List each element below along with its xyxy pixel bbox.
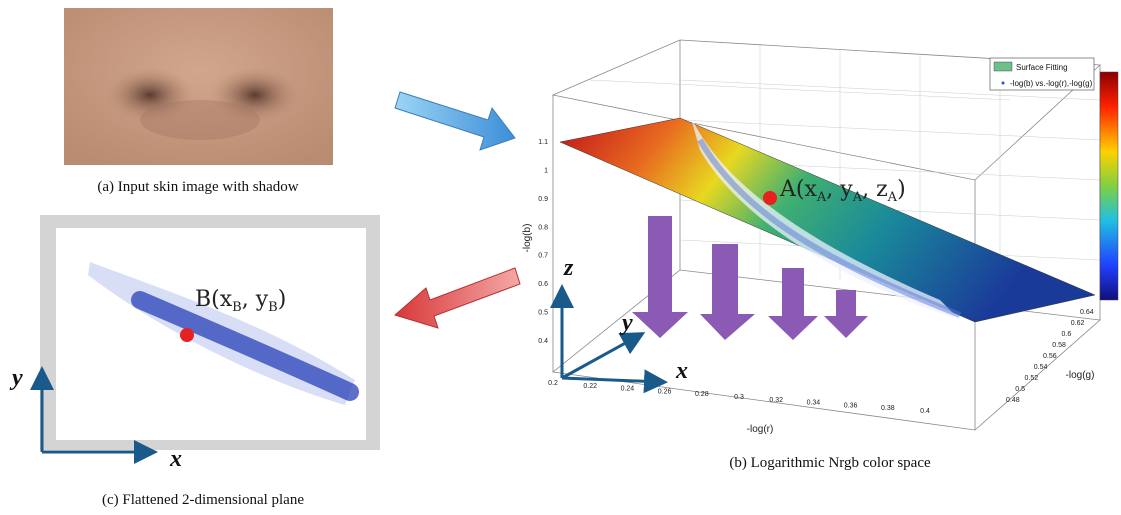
axis-letter: y [9, 365, 23, 391]
y-tick-label: 0.6 [1062, 331, 1072, 338]
axis-letter: y [619, 310, 633, 336]
label-part: B(x [195, 287, 233, 312]
x-tick-label: 0.38 [881, 405, 895, 412]
caption-c: (c) Flattened 2-dimensional plane [102, 492, 304, 508]
label-part: A [852, 190, 863, 205]
label-part: , y [826, 177, 853, 202]
axis-letter: x [675, 358, 688, 384]
scatter-cloud [690, 115, 960, 320]
z-tick-label: 0.9 [538, 196, 548, 203]
x-tick-label: 0.34 [807, 400, 821, 407]
y-tick-label: 0.58 [1052, 342, 1066, 349]
x-tick-label: 0.36 [844, 402, 858, 409]
x-axis-label: -log(r) [747, 424, 774, 435]
skin-image [64, 8, 333, 165]
y-tick-label: 0.5 [1015, 386, 1025, 393]
y-tick-label: 0.54 [1034, 364, 1048, 371]
y-tick-label: 0.48 [1006, 397, 1020, 404]
legend-label: -log(b) vs.-log(r),-log(g) [1010, 79, 1093, 88]
projection-arrows [632, 216, 868, 340]
z-tick-label: 0.8 [538, 224, 548, 231]
point-a [763, 191, 777, 205]
scatter-cloud [697, 138, 962, 318]
caption-a: (a) Input skin image with shadow [97, 179, 298, 195]
point-a-label: A(xA, yA, zA) [779, 177, 906, 205]
label-part: A(x [779, 177, 817, 202]
x-tick-label: 0.24 [621, 386, 635, 393]
scatter-cloud [131, 291, 359, 401]
axis-letter: x [169, 446, 182, 472]
label-part: , z [862, 177, 888, 202]
point-b [180, 328, 194, 342]
z-axis-label: -log(b) [522, 224, 533, 253]
y-axis-label: -log(g) [1066, 370, 1095, 381]
legend-label: Surface Fitting [1016, 63, 1068, 72]
x-tick-label: 0.4 [920, 408, 930, 415]
caption-b: (b) Logarithmic Nrgb color space [729, 455, 931, 471]
label-part: ) [278, 287, 287, 312]
arrow-forward [394, 91, 516, 151]
z-tick-label: 0.5 [538, 310, 548, 317]
x-tick-label: 0.32 [769, 397, 783, 404]
x-tick-label: 0.22 [583, 383, 597, 390]
x-tick-label: 0.28 [695, 391, 709, 398]
x-tick-label: 0.2 [548, 380, 558, 387]
label-part: ) [897, 177, 906, 202]
x-tick-label: 0.26 [658, 388, 672, 395]
x-tick-label: 0.3 [734, 394, 744, 401]
z-tick-label: 1 [544, 167, 548, 174]
y-tick-label: 0.56 [1043, 353, 1057, 360]
legend: Surface Fitting -log(b) vs.-log(r),-log(… [989, 57, 1095, 91]
label-part: A [816, 190, 827, 205]
plot-3d: Surface Fitting -log(b) vs.-log(r),-log(… [522, 39, 1119, 435]
plane-2d: B(xB, yB) y x [9, 215, 380, 472]
label-part: A [887, 190, 898, 205]
y-tick-label: 0.64 [1080, 309, 1094, 316]
arrow-back [393, 267, 521, 329]
z-tick-label: 1.1 [538, 139, 548, 146]
label-part: B [232, 300, 242, 315]
z-tick-label: 0.4 [538, 338, 548, 345]
colorbar [1099, 71, 1119, 301]
y-tick-label: 0.62 [1071, 320, 1085, 327]
point-b-label: B(xB, yB) [195, 287, 286, 315]
label-part: B [268, 300, 278, 315]
z-tick-label: 0.7 [538, 253, 548, 260]
z-tick-label: 0.6 [538, 281, 548, 288]
axis-letter: z [563, 255, 574, 281]
fitted-surface [559, 117, 1096, 323]
label-part: , y [242, 287, 269, 312]
y-tick-label: 0.52 [1025, 375, 1039, 382]
